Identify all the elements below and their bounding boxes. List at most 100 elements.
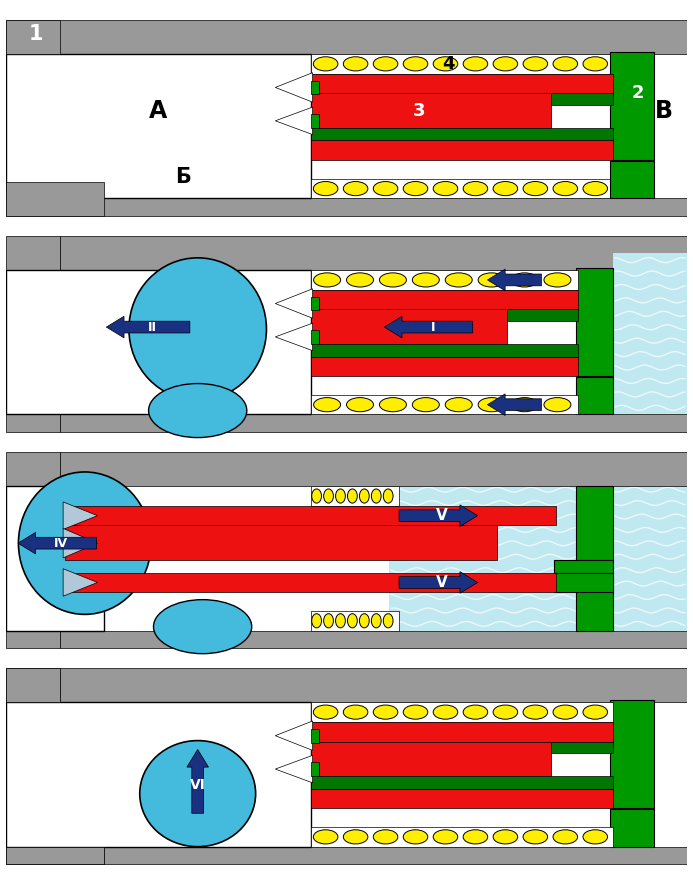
Bar bbox=[310, 297, 319, 310]
Ellipse shape bbox=[463, 181, 488, 195]
Ellipse shape bbox=[374, 181, 398, 195]
Bar bbox=[310, 54, 613, 73]
Ellipse shape bbox=[343, 705, 368, 720]
Ellipse shape bbox=[335, 613, 345, 628]
Bar bbox=[611, 52, 654, 160]
Text: I: I bbox=[430, 321, 435, 333]
Bar bbox=[310, 290, 578, 309]
Polygon shape bbox=[275, 72, 313, 103]
Bar bbox=[310, 742, 552, 776]
Ellipse shape bbox=[463, 57, 488, 71]
Ellipse shape bbox=[544, 273, 571, 287]
Ellipse shape bbox=[324, 613, 333, 628]
Ellipse shape bbox=[374, 57, 398, 71]
Ellipse shape bbox=[433, 57, 458, 71]
Bar bbox=[6, 198, 687, 216]
Ellipse shape bbox=[412, 273, 439, 287]
Polygon shape bbox=[63, 568, 98, 596]
Ellipse shape bbox=[403, 705, 428, 720]
Bar bbox=[310, 73, 613, 94]
Ellipse shape bbox=[553, 705, 577, 720]
Bar bbox=[6, 702, 310, 847]
Bar bbox=[6, 271, 310, 415]
FancyArrow shape bbox=[487, 394, 541, 415]
Ellipse shape bbox=[313, 57, 338, 71]
Bar bbox=[6, 668, 687, 702]
Bar bbox=[310, 728, 319, 743]
Bar bbox=[310, 789, 613, 808]
Bar bbox=[6, 19, 687, 216]
Text: VI: VI bbox=[190, 778, 206, 791]
Bar bbox=[6, 452, 60, 486]
Ellipse shape bbox=[511, 273, 538, 287]
Bar bbox=[310, 309, 507, 344]
Ellipse shape bbox=[148, 384, 247, 438]
Bar bbox=[6, 668, 60, 702]
Bar bbox=[6, 19, 687, 54]
Bar bbox=[310, 356, 578, 377]
Bar bbox=[60, 452, 687, 486]
FancyArrow shape bbox=[187, 750, 209, 813]
Ellipse shape bbox=[493, 181, 518, 195]
Ellipse shape bbox=[371, 489, 381, 503]
Ellipse shape bbox=[523, 830, 547, 844]
Ellipse shape bbox=[360, 613, 369, 628]
Text: 1: 1 bbox=[28, 25, 43, 44]
Ellipse shape bbox=[553, 830, 577, 844]
Ellipse shape bbox=[383, 613, 393, 628]
Text: 3: 3 bbox=[412, 102, 425, 120]
Ellipse shape bbox=[313, 705, 338, 720]
Ellipse shape bbox=[403, 830, 428, 844]
Ellipse shape bbox=[140, 741, 256, 847]
Ellipse shape bbox=[343, 830, 368, 844]
Text: IV: IV bbox=[54, 537, 68, 550]
Text: А: А bbox=[149, 99, 168, 123]
Ellipse shape bbox=[313, 830, 338, 844]
Ellipse shape bbox=[523, 181, 547, 195]
Bar bbox=[65, 573, 556, 592]
Bar bbox=[6, 847, 105, 865]
Ellipse shape bbox=[312, 613, 322, 628]
Ellipse shape bbox=[380, 398, 406, 412]
Bar bbox=[310, 114, 319, 127]
Bar bbox=[310, 395, 578, 415]
Ellipse shape bbox=[312, 489, 322, 503]
Bar bbox=[6, 847, 687, 865]
Bar bbox=[6, 236, 60, 271]
Bar bbox=[60, 630, 687, 648]
Bar bbox=[65, 525, 498, 560]
Bar bbox=[310, 486, 399, 506]
Text: В: В bbox=[656, 99, 673, 123]
Bar bbox=[6, 236, 687, 432]
Bar bbox=[310, 271, 578, 290]
Ellipse shape bbox=[478, 273, 505, 287]
Bar bbox=[6, 847, 105, 865]
Bar bbox=[60, 415, 687, 432]
Bar bbox=[310, 80, 319, 95]
Bar bbox=[611, 161, 654, 198]
Bar bbox=[554, 560, 613, 573]
Bar bbox=[613, 254, 687, 415]
Ellipse shape bbox=[313, 181, 338, 195]
Polygon shape bbox=[275, 755, 313, 783]
Ellipse shape bbox=[371, 613, 381, 628]
Polygon shape bbox=[275, 289, 313, 318]
Ellipse shape bbox=[153, 599, 252, 653]
Ellipse shape bbox=[335, 489, 345, 503]
Ellipse shape bbox=[19, 472, 151, 614]
Ellipse shape bbox=[433, 830, 458, 844]
Ellipse shape bbox=[523, 705, 547, 720]
Polygon shape bbox=[275, 107, 313, 134]
Ellipse shape bbox=[523, 57, 547, 71]
Polygon shape bbox=[63, 529, 98, 558]
Ellipse shape bbox=[347, 613, 358, 628]
Ellipse shape bbox=[433, 181, 458, 195]
Ellipse shape bbox=[383, 489, 393, 503]
Bar bbox=[611, 700, 654, 808]
Ellipse shape bbox=[583, 830, 608, 844]
Bar bbox=[389, 469, 687, 630]
Bar bbox=[310, 776, 613, 789]
Ellipse shape bbox=[346, 398, 374, 412]
Bar bbox=[6, 182, 105, 216]
Ellipse shape bbox=[374, 830, 398, 844]
